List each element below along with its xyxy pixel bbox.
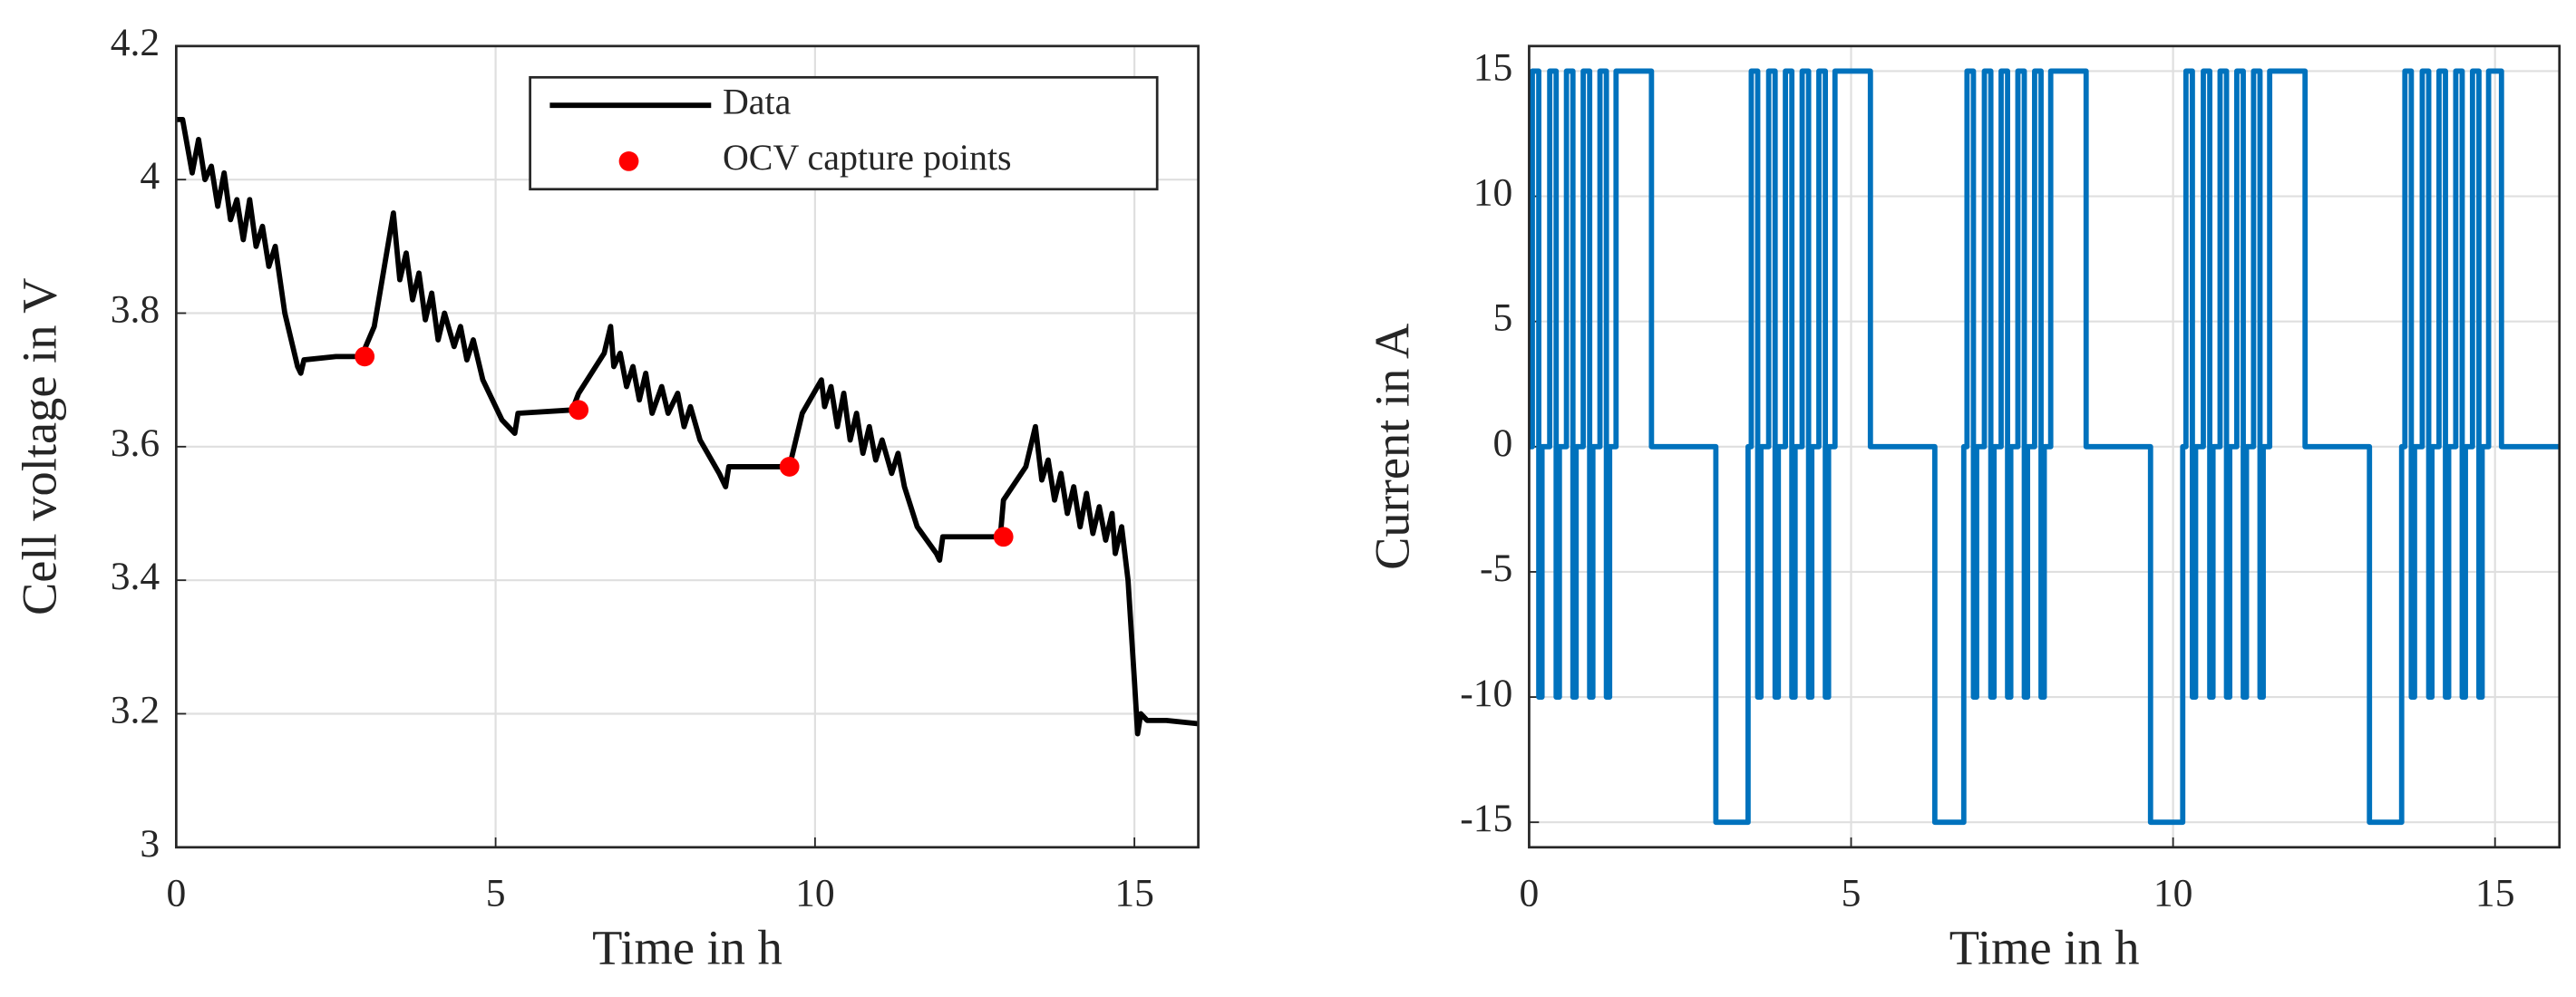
axes-frame bbox=[1528, 44, 2561, 849]
data-line bbox=[1529, 68, 2560, 826]
chart: -15 -10 -5 0 5 10 15 0 5 10 15 Time in h Current in … bbox=[1365, 44, 2561, 974]
legend-marker bbox=[618, 150, 639, 171]
y-tick-label: 3.4 bbox=[111, 555, 160, 598]
data-point bbox=[355, 346, 375, 367]
x-tick-label: 0 bbox=[1520, 871, 1540, 915]
y-tick-label: 3.6 bbox=[111, 421, 160, 465]
y-tick-label: 4.2 bbox=[111, 21, 160, 64]
x-tick-label: 5 bbox=[486, 871, 506, 915]
y-tick-label: 5 bbox=[1492, 296, 1512, 340]
y-tick-label: 10 bbox=[1473, 171, 1513, 215]
y-tick-label: -5 bbox=[1480, 547, 1512, 590]
legend-label: Data bbox=[723, 81, 792, 121]
y-tick-label: 3.2 bbox=[111, 688, 160, 731]
data-line bbox=[176, 116, 1199, 737]
x-tick-label: 0 bbox=[166, 871, 186, 915]
x-axis-label: Time in h bbox=[592, 919, 783, 974]
x-tick-label: 10 bbox=[2153, 871, 2193, 915]
x-axis-label: Time in h bbox=[1949, 919, 2140, 974]
y-tick-label: -15 bbox=[1460, 797, 1512, 840]
x-tick-label: 15 bbox=[1114, 871, 1154, 915]
y-tick-label: 4 bbox=[140, 154, 160, 198]
data-point bbox=[779, 457, 800, 477]
y-tick-label: 15 bbox=[1473, 45, 1513, 89]
x-tick-label: 15 bbox=[2475, 871, 2515, 915]
y-tick-label: 3.8 bbox=[111, 287, 160, 331]
data-point bbox=[993, 527, 1014, 547]
y-axis-label: Current in A bbox=[1365, 324, 1420, 570]
y-tick-label: 0 bbox=[1492, 421, 1512, 465]
y-tick-label: 3 bbox=[140, 822, 160, 866]
axes-frame bbox=[174, 44, 1200, 849]
legend-box bbox=[529, 75, 1159, 191]
data-point bbox=[569, 400, 589, 421]
x-tick-label: 5 bbox=[1842, 871, 1862, 915]
y-tick-label: -10 bbox=[1460, 672, 1512, 715]
chart: 3 3.2 3.4 3.6 3.8 4 4.2 0 5 10 15 Time in h Cell vol… bbox=[12, 21, 1200, 974]
y-axis-label: Cell voltage in V bbox=[12, 278, 67, 615]
x-tick-label: 10 bbox=[795, 871, 835, 915]
legend-label: OCV capture points bbox=[723, 137, 1012, 178]
